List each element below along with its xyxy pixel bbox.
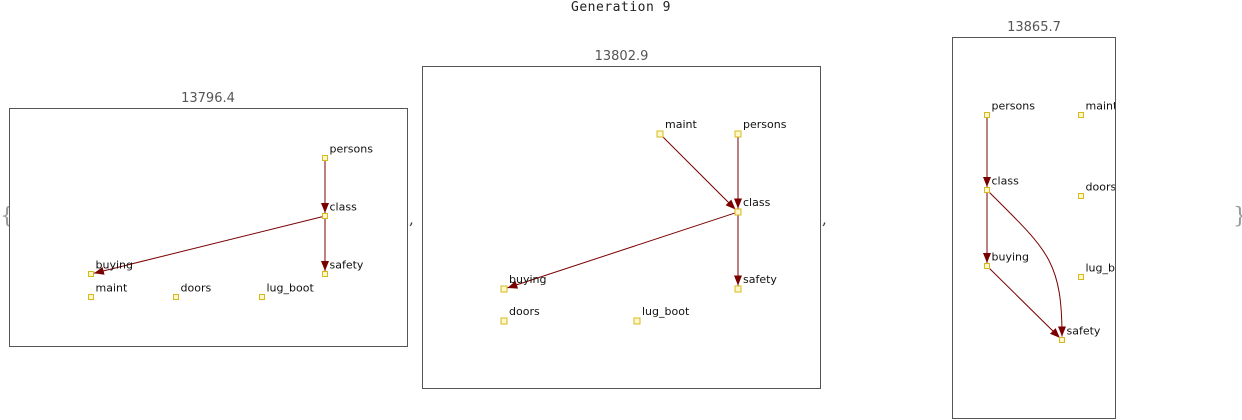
node-doors	[500, 317, 508, 325]
node-label-lug_boot: lug_boot	[267, 282, 315, 295]
node-label-safety: safety	[1067, 325, 1101, 338]
node-label-class: class	[992, 175, 1020, 188]
close-brace: }	[1233, 204, 1242, 229]
node-label-lug_boot: lug_boot	[1086, 262, 1117, 275]
node-label-persons: persons	[743, 118, 787, 131]
node-label-maint: maint	[96, 282, 128, 295]
edge-maint-to-class	[661, 135, 736, 210]
node-label-class: class	[330, 201, 358, 214]
graph-frame-1: persons class buying safety maint doors lug_bo…	[9, 108, 408, 347]
separator-comma-2: ,	[822, 210, 827, 228]
node-label-buying: buying	[509, 273, 546, 286]
node-label-persons: persons	[330, 143, 374, 156]
graph-score-3: 13865.7	[1007, 20, 1061, 35]
node-label-doors: doors	[1086, 181, 1117, 194]
node-label-maint: maint	[1086, 100, 1117, 113]
node-class	[322, 213, 328, 219]
node-label-doors: doors	[509, 305, 540, 318]
node-label-buying: buying	[96, 259, 133, 272]
node-lug_boot	[1078, 274, 1084, 280]
page-title: Generation 9	[571, 0, 671, 15]
node-maint	[1078, 112, 1084, 118]
edge-class-to-buying	[507, 212, 736, 289]
node-buying	[88, 271, 94, 277]
node-label-persons: persons	[992, 100, 1036, 113]
node-maint	[88, 294, 94, 300]
node-label-doors: doors	[181, 282, 212, 295]
node-persons	[734, 130, 742, 138]
edge-class-to-buying	[93, 216, 323, 275]
node-safety	[1059, 337, 1065, 343]
graph-score-2: 13802.9	[594, 49, 649, 64]
graph-canvas-1: persons class buying safety maint doors lug_bo…	[88, 143, 374, 300]
node-safety	[734, 285, 742, 293]
graph-canvas-2: maint persons class buying safety doors lug_bo…	[500, 118, 787, 325]
node-buying	[500, 285, 508, 293]
node-maint	[656, 130, 664, 138]
edge-buying-to-safety	[988, 267, 1061, 339]
node-lug_boot	[633, 317, 641, 325]
graph-score-1: 13796.4	[181, 91, 235, 106]
separator-comma-1: ,	[409, 210, 414, 228]
node-buying	[984, 263, 990, 269]
graph-frame-2: maint persons class buying safety doors lug_bo…	[422, 66, 821, 389]
graph-canvas-3: persons maint class doors buying lug_bootsafe…	[983, 100, 1117, 343]
node-lug_boot	[259, 294, 265, 300]
node-doors	[173, 294, 179, 300]
node-label-class: class	[743, 196, 771, 209]
node-label-lug_boot: lug_boot	[642, 305, 690, 318]
node-label-maint: maint	[665, 118, 697, 131]
node-class	[734, 208, 742, 216]
edge-class-to-safety	[988, 191, 1066, 337]
node-safety	[322, 271, 328, 277]
node-persons	[322, 155, 328, 161]
graph-frame-3: persons maint class doors buying lug_bootsafe…	[952, 37, 1116, 419]
node-label-buying: buying	[992, 251, 1029, 264]
node-class	[984, 187, 990, 193]
node-label-safety: safety	[743, 273, 777, 286]
node-doors	[1078, 193, 1084, 199]
node-persons	[984, 112, 990, 118]
node-label-safety: safety	[330, 259, 364, 272]
